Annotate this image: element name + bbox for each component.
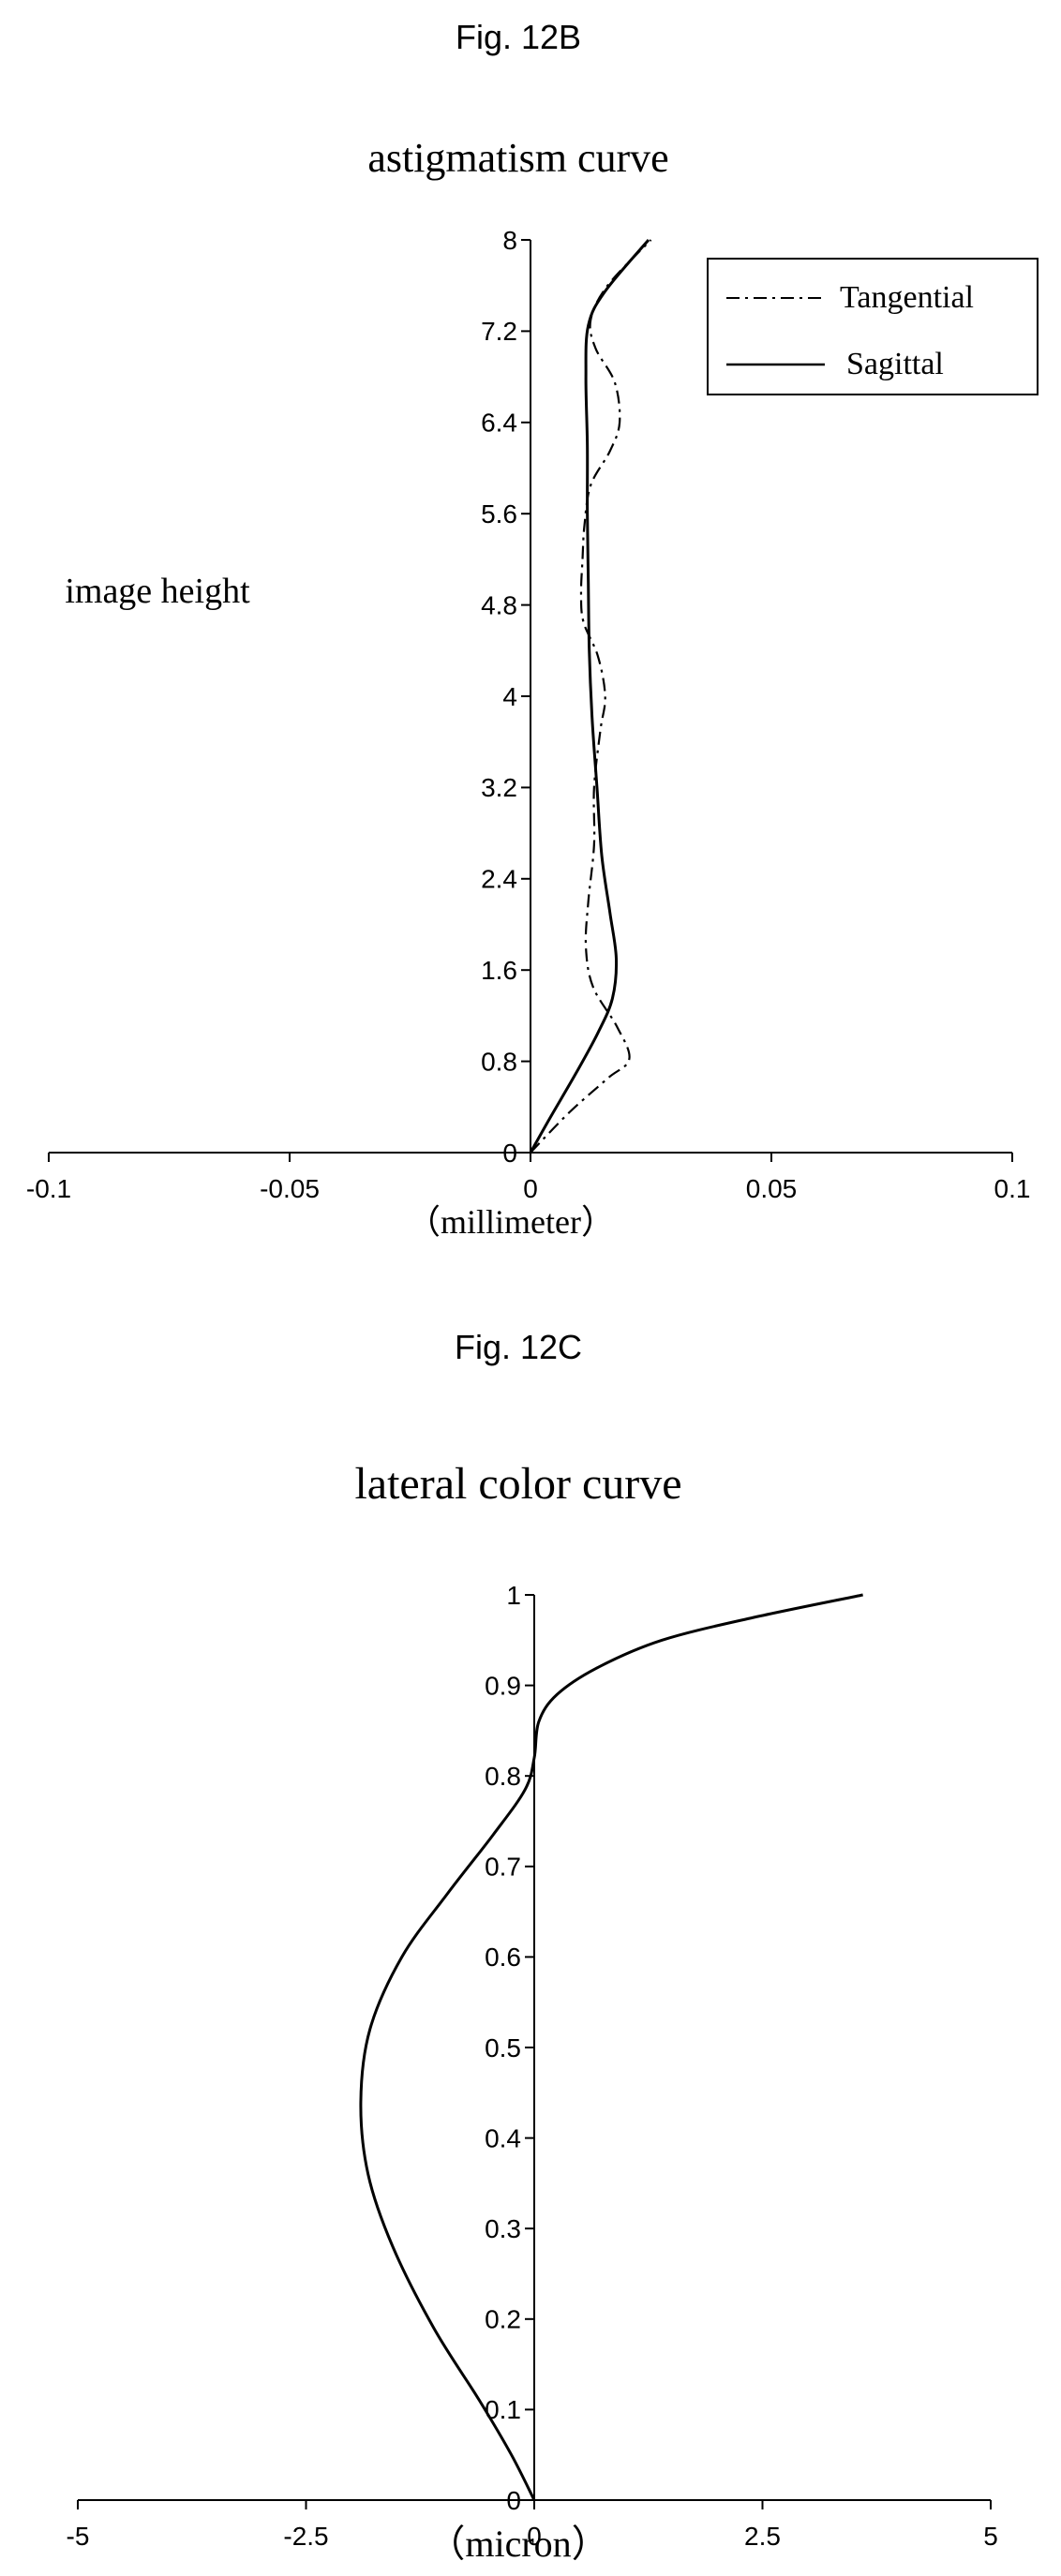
x-tick-label: -0.1 [26,1174,71,1203]
y-tick-label: 0.5 [485,2033,521,2062]
x-tick-label: 0.1 [994,1174,1031,1203]
legend-sagittal-label: Sagittal [846,347,944,381]
astigmatism-chart: astigmatism curve image height （millimet… [26,135,1039,1241]
lateral-color-title: lateral color curve [354,1459,681,1509]
astigmatism-title: astigmatism curve [367,135,668,181]
x-tick-label: 0 [523,1174,538,1203]
y-tick-label: 0.9 [485,1671,521,1700]
y-tick-label: 3.2 [481,773,517,802]
x-tick-label: -2.5 [283,2522,328,2551]
lateral-color-series [359,1593,863,2501]
y-tick-label: 0.6 [485,1943,521,1972]
legend-box [707,258,1039,395]
astigmatism-series [529,239,652,1154]
y-tick-label: 1.6 [481,956,517,985]
astigmatism-tick-labels: -0.1 -0.05 0 0.05 0.1 0 0.8 1.6 2.4 3.2 4 4.8 5.6 6.4… [26,226,1031,1203]
x-tick-label: -5 [67,2522,90,2551]
y-tick-label: 0.8 [485,1762,521,1791]
astigmatism-legend: Tangential Sagittal [707,258,1039,395]
y-tick-label: 0.7 [485,1853,521,1882]
y-tick-label: 0 [506,2486,521,2515]
y-tick-label: 4.8 [481,590,517,619]
series-line-curve [359,1593,863,2501]
lateral-color-chart: lateral color curve （micron） -5 -2.5 0 2.5 5… [67,1459,998,2565]
y-tick-label: 8 [502,226,517,255]
astigmatism-x-label: （millimeter） [407,1203,615,1241]
y-tick-label: 0.8 [481,1047,517,1076]
legend-tangential-label: Tangential [840,280,974,315]
y-tick-label: 0.3 [485,2214,521,2243]
y-tick-label: 2.4 [481,865,517,894]
y-tick-label: 4 [502,682,517,711]
lateral-color-tick-labels: -5 -2.5 0 2.5 500.10.20.30.40.50.60.70.80.91 [67,1581,998,2551]
lateral-color-x-label: （micron） [427,2523,608,2565]
y-tick-label: 1 [506,1581,521,1610]
series-line-sagittal [529,239,650,1154]
y-tick-label: 6.4 [481,409,517,438]
x-tick-label: 5 [983,2522,998,2551]
lateral-color-axes [77,1594,992,2509]
y-tick-label: 5.6 [481,499,517,529]
y-tick-label: 7.2 [481,317,517,346]
y-tick-label: 0 [502,1139,517,1168]
fig-12b-label: Fig. 12B [456,18,581,56]
y-tick-label: 0.2 [485,2305,521,2334]
x-tick-label: 0.05 [746,1174,798,1203]
astigmatism-y-label: image height [65,572,250,611]
series-line-tangential [530,239,652,1154]
x-tick-label: -0.05 [260,1174,320,1203]
x-tick-label: 0 [527,2522,542,2551]
x-tick-label: 2.5 [744,2522,781,2551]
fig-12c-label: Fig. 12C [455,1328,582,1366]
y-tick-label: 0.4 [485,2123,521,2152]
